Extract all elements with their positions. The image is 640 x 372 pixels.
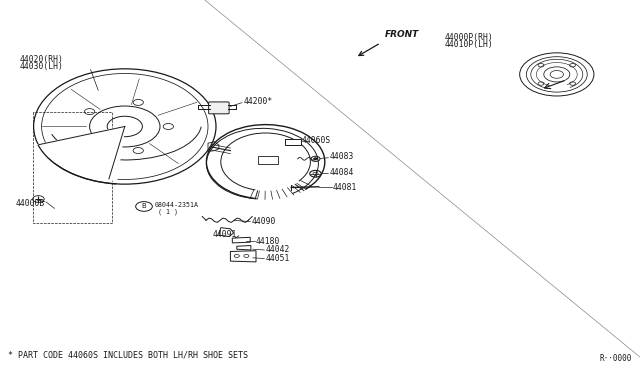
Text: 44042: 44042: [266, 246, 290, 254]
Text: 44090: 44090: [252, 217, 276, 226]
Text: 44083: 44083: [330, 153, 354, 161]
Text: 44030(LH): 44030(LH): [19, 62, 63, 71]
Text: 44081: 44081: [333, 183, 357, 192]
Text: 08044-2351A: 08044-2351A: [154, 202, 198, 208]
Text: 44010P(LH): 44010P(LH): [445, 40, 493, 49]
Text: R··0000: R··0000: [600, 355, 632, 363]
Text: 44180: 44180: [256, 237, 280, 246]
Text: FRONT: FRONT: [385, 30, 419, 39]
Text: 44084: 44084: [330, 168, 354, 177]
FancyBboxPatch shape: [209, 102, 229, 114]
Text: * PART CODE 44060S INCLUDES BOTH LH/RH SHOE SETS: * PART CODE 44060S INCLUDES BOTH LH/RH S…: [8, 351, 248, 360]
Text: ( 1 ): ( 1 ): [158, 209, 178, 215]
Text: 44051: 44051: [266, 254, 290, 263]
Text: 44060S: 44060S: [302, 136, 332, 145]
Text: 44091: 44091: [212, 230, 237, 239]
Text: 44200*: 44200*: [243, 97, 273, 106]
Text: 44020(RH): 44020(RH): [19, 55, 63, 64]
Wedge shape: [38, 126, 125, 180]
Text: 44000P(RH): 44000P(RH): [445, 33, 493, 42]
Text: B: B: [141, 203, 147, 209]
Circle shape: [314, 158, 317, 160]
FancyBboxPatch shape: [285, 139, 301, 145]
Text: 44000B: 44000B: [16, 199, 45, 208]
